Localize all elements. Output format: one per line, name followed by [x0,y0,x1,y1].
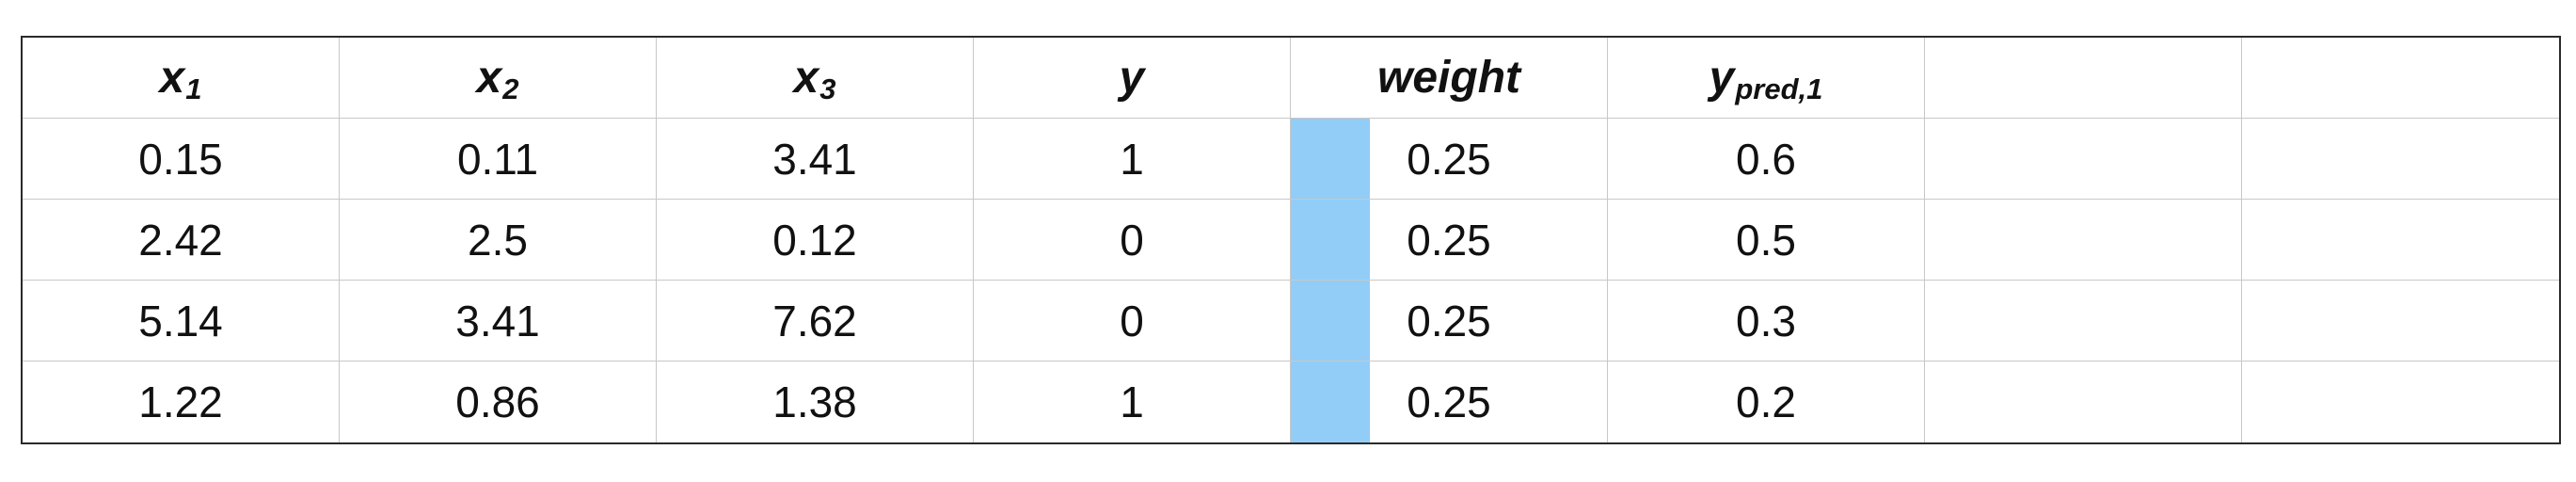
weight-value: 0.25 [1407,215,1491,265]
cell-empty [2242,119,2559,200]
cell-weight: 0.25 [1291,281,1608,362]
weight-bar [1291,281,1370,361]
cell-x1: 0.15 [23,119,340,200]
header-x2-base: x [476,53,502,103]
cell-ypred: 0.2 [1608,362,1925,442]
header-x2-sub: 2 [502,72,519,105]
cell-x3: 1.38 [657,362,974,442]
cell-ypred: 0.3 [1608,281,1925,362]
cell-ypred: 0.6 [1608,119,1925,200]
cell-x3: 7.62 [657,281,974,362]
weight-bar [1291,362,1370,442]
cell-empty [1925,200,2242,281]
cell-empty [1925,362,2242,442]
weight-value: 0.25 [1407,134,1491,184]
cell-x2: 0.86 [340,362,657,442]
header-y: y [974,38,1291,119]
weight-value: 0.25 [1407,296,1491,345]
cell-weight: 0.25 [1291,362,1608,442]
cell-x2: 0.11 [340,119,657,200]
cell-y: 0 [974,200,1291,281]
header-ypred-base: y [1709,53,1735,103]
header-ypred-sub: pred,1 [1735,72,1823,105]
cell-y: 1 [974,362,1291,442]
cell-ypred: 0.5 [1608,200,1925,281]
header-ypred: y pred,1 [1608,38,1925,119]
cell-x2: 3.41 [340,281,657,362]
header-x1-base: x [159,53,185,103]
cell-x3: 0.12 [657,200,974,281]
header-empty-2 [2242,38,2559,119]
cell-y: 0 [974,281,1291,362]
weight-value: 0.25 [1407,378,1491,426]
header-weight-base: weight [1377,53,1520,103]
cell-empty [2242,362,2559,442]
header-x1-sub: 1 [185,72,202,105]
weight-bar [1291,119,1370,199]
cell-x1: 5.14 [23,281,340,362]
weight-bar [1291,200,1370,280]
cell-empty [1925,281,2242,362]
cell-x2: 2.5 [340,200,657,281]
header-x3-base: x [793,53,819,103]
header-weight: weight [1291,38,1608,119]
cell-empty [2242,200,2559,281]
cell-weight: 0.25 [1291,200,1608,281]
cell-x1: 1.22 [23,362,340,442]
cell-y: 1 [974,119,1291,200]
cell-x1: 2.42 [23,200,340,281]
header-y-base: y [1119,53,1145,103]
cell-weight: 0.25 [1291,119,1608,200]
cell-empty [2242,281,2559,362]
cell-empty [1925,119,2242,200]
cell-x3: 3.41 [657,119,974,200]
header-x3-sub: 3 [819,72,836,105]
header-empty-1 [1925,38,2242,119]
